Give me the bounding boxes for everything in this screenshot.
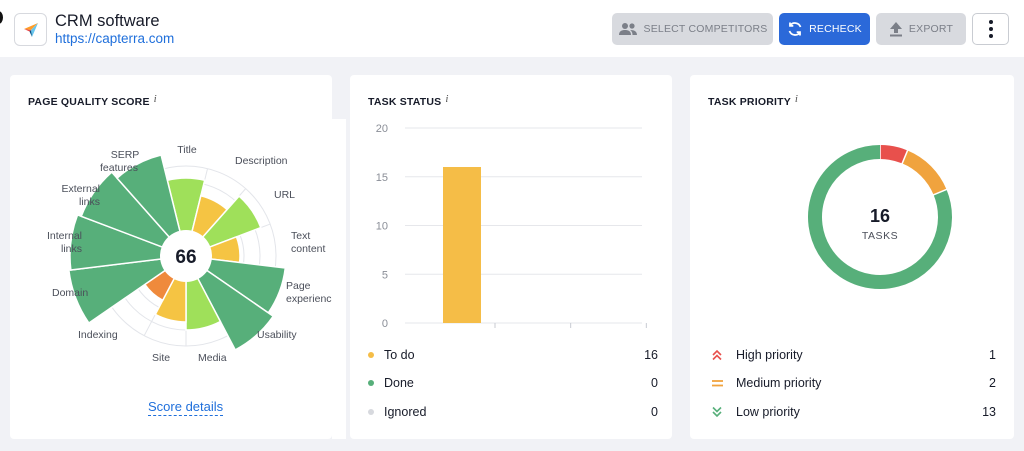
- donut-slice-low-priority[interactable]: [808, 145, 952, 289]
- donut-separator: [932, 188, 948, 196]
- recheck-label: RECHECK: [809, 23, 862, 35]
- info-icon[interactable]: i: [445, 93, 449, 105]
- radar-label-internal-links-2: links: [61, 243, 82, 255]
- priority-value-medium: 2: [989, 376, 996, 390]
- quality-radar-chart: 66 Title Description URL Text content Pa…: [47, 144, 332, 364]
- task-priority-donut-chart: 16 TASKS: [808, 144, 952, 289]
- bar-to-do[interactable]: [443, 167, 481, 323]
- donut-slice-high-priority[interactable]: [879, 145, 908, 164]
- status-value-todo: 16: [644, 348, 658, 362]
- priority-label-high: High priority: [736, 348, 803, 362]
- capterra-logo-icon: [23, 22, 38, 37]
- status-row-todo: To do 16: [368, 345, 658, 365]
- radar-label-text-content-2: content: [291, 243, 326, 255]
- select-competitors-label: SELECT COMPETITORS: [643, 23, 768, 35]
- equals-icon: [710, 378, 724, 388]
- radar-label-text-content-1: Text: [291, 230, 310, 242]
- score-circle: [160, 230, 212, 282]
- task-status-card: TASK STATUS i 0 5 10 15 20 To do 16 Done 0 Ig…: [350, 75, 672, 439]
- task-priority-card: TASK PRIORITY i 16 TASKS High priority 1 …: [690, 75, 1014, 439]
- double-chevron-down-icon: [710, 406, 724, 418]
- score-value: 66: [175, 247, 196, 268]
- y-tick-label: 20: [376, 123, 388, 135]
- export-button[interactable]: EXPORT: [876, 13, 966, 45]
- donut-slice-medium-priority[interactable]: [901, 150, 947, 196]
- radar-label-page-experience-2: experience: [286, 293, 332, 305]
- task-priority-title: TASK PRIORITY i: [708, 93, 799, 108]
- radar-label-external-links-2: links: [79, 196, 100, 208]
- priority-row-high: High priority 1: [710, 345, 996, 365]
- double-chevron-up-icon: [710, 349, 724, 361]
- priority-row-medium: Medium priority 2: [710, 373, 996, 393]
- page-quality-score-title: PAGE QUALITY SCORE i: [28, 93, 157, 108]
- radar-label-title: Title: [177, 144, 197, 156]
- more-options-button[interactable]: [972, 13, 1009, 45]
- status-label-ignored: Ignored: [384, 405, 427, 419]
- refresh-icon: [787, 21, 803, 37]
- info-icon[interactable]: i: [153, 93, 157, 105]
- todo-dot-icon: [368, 352, 374, 358]
- radar-label-page-experience-1: Page: [286, 280, 311, 292]
- ignored-dot-icon: [368, 409, 374, 415]
- edge-circle-icon: [0, 11, 3, 24]
- card-edge-panel: [332, 119, 346, 439]
- radar-label-description: Description: [235, 155, 288, 167]
- radar-label-serp-features-2: features: [100, 162, 138, 174]
- vertical-dots-icon: [988, 20, 993, 38]
- site-logo: [14, 13, 47, 46]
- upload-icon: [889, 21, 903, 37]
- page-header: CRM software https://capterra.com SELECT…: [0, 0, 1024, 57]
- y-tick-label: 0: [382, 318, 388, 330]
- donut-total-value: 16: [870, 206, 890, 226]
- status-row-ignored: Ignored 0: [368, 402, 658, 422]
- radar-label-indexing: Indexing: [78, 329, 118, 341]
- score-details-link[interactable]: Score details: [148, 399, 224, 416]
- done-dot-icon: [368, 380, 374, 386]
- radar-label-media: Media: [198, 352, 227, 364]
- status-row-done: Done 0: [368, 373, 658, 393]
- donut-separator: [901, 149, 909, 165]
- recheck-button[interactable]: RECHECK: [779, 13, 870, 45]
- radar-label-internal-links-1: Internal: [47, 230, 82, 242]
- task-status-bar-chart: 0 5 10 15 20: [376, 123, 647, 330]
- radar-label-usability: Usability: [257, 329, 297, 341]
- donut-total-label: TASKS: [862, 230, 898, 242]
- radar-label-external-links-1: External: [61, 183, 100, 195]
- users-icon: [618, 22, 638, 36]
- priority-value-high: 1: [989, 348, 996, 362]
- project-url-link[interactable]: https://capterra.com: [55, 31, 175, 46]
- y-tick-label: 10: [376, 221, 388, 233]
- page-quality-score-card: PAGE QUALITY SCORE i 66 Title Description…: [10, 75, 332, 439]
- status-label-done: Done: [384, 376, 414, 390]
- status-value-done: 0: [651, 376, 658, 390]
- export-label: EXPORT: [908, 23, 954, 35]
- project-title: CRM software: [55, 12, 160, 30]
- radar-label-serp-features-1: SERP: [111, 149, 140, 161]
- y-tick-label: 5: [382, 269, 388, 281]
- info-icon[interactable]: i: [794, 93, 799, 105]
- priority-label-medium: Medium priority: [736, 376, 822, 390]
- priority-label-low: Low priority: [736, 405, 800, 419]
- status-value-ignored: 0: [651, 405, 658, 419]
- radar-label-domain: Domain: [52, 287, 88, 299]
- priority-row-low: Low priority 13: [710, 402, 996, 422]
- select-competitors-button[interactable]: SELECT COMPETITORS: [612, 13, 773, 45]
- status-label-todo: To do: [384, 348, 415, 362]
- radar-label-url: URL: [274, 189, 295, 201]
- y-tick-label: 15: [376, 172, 388, 184]
- task-status-title: TASK STATUS i: [368, 93, 449, 108]
- radar-label-site: Site: [152, 352, 170, 364]
- priority-value-low: 13: [982, 405, 996, 419]
